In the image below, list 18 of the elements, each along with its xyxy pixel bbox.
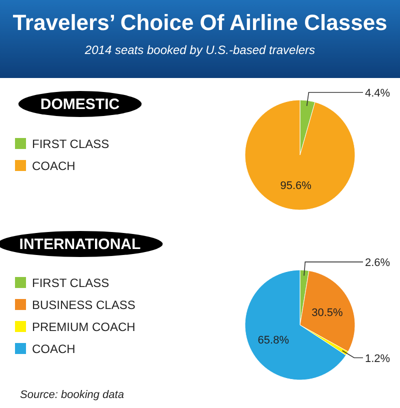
legend-label: FIRST CLASS bbox=[32, 276, 110, 290]
data-label: 30.5% bbox=[312, 306, 344, 319]
data-label: 2.6% bbox=[365, 256, 390, 269]
text: 2014 seats booked by U.S.-based travelers bbox=[84, 43, 316, 57]
legend-label: BUSINESS CLASS bbox=[32, 298, 136, 312]
data-label: 95.6% bbox=[280, 180, 312, 192]
legend-label: COACH bbox=[32, 159, 76, 173]
legend-label: FIRST CLASS bbox=[32, 137, 110, 151]
chart-title: INTERNATIONAL bbox=[19, 236, 141, 253]
legend-label: COACH bbox=[32, 342, 76, 356]
data-label: 1.2% bbox=[365, 352, 390, 365]
legend-label: PREMIUM COACH bbox=[32, 320, 136, 334]
data-label: 65.8% bbox=[258, 334, 290, 346]
source-note: Source: booking data bbox=[20, 389, 124, 401]
data-label: 4.4% bbox=[365, 87, 390, 100]
text: DOMESTIC bbox=[40, 96, 120, 113]
pie-slice bbox=[244, 100, 356, 210]
text: Travelers’ Choice Of Airline Classes bbox=[12, 10, 388, 35]
